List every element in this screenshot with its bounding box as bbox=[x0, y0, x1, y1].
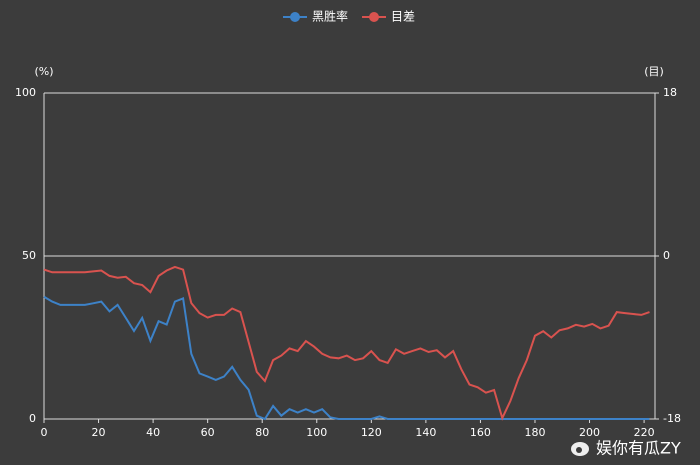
y2-axis-label: (目) bbox=[644, 65, 664, 78]
x-tick-label: 60 bbox=[201, 426, 215, 439]
x-tick-label: 160 bbox=[470, 426, 491, 439]
legend-label: 黑胜率 bbox=[312, 9, 348, 24]
y2-tick-label: 0 bbox=[663, 249, 670, 262]
x-tick-label: 140 bbox=[415, 426, 436, 439]
y-tick-label: 50 bbox=[22, 249, 36, 262]
y-tick-label: 0 bbox=[29, 412, 36, 425]
legend-label: 目差 bbox=[391, 10, 415, 24]
y2-tick-label: -18 bbox=[663, 412, 681, 425]
x-tick-label: 180 bbox=[524, 426, 545, 439]
x-tick-label: 100 bbox=[306, 426, 327, 439]
x-tick-label: 120 bbox=[361, 426, 382, 439]
legend-marker bbox=[290, 12, 300, 22]
watermark-icon bbox=[571, 442, 589, 456]
x-tick-label: 220 bbox=[634, 426, 655, 439]
y-axis-label: (%) bbox=[34, 65, 53, 78]
x-tick-label: 40 bbox=[146, 426, 160, 439]
x-tick-label: 0 bbox=[41, 426, 48, 439]
x-tick-label: 80 bbox=[255, 426, 269, 439]
y-tick-label: 100 bbox=[15, 86, 36, 99]
series-line bbox=[43, 265, 650, 421]
watermark: 娱你有瓜ZY bbox=[596, 439, 681, 458]
y2-tick-label: 18 bbox=[663, 86, 677, 99]
x-tick-label: 200 bbox=[579, 426, 600, 439]
legend-marker bbox=[369, 12, 380, 22]
x-tick-label: 20 bbox=[92, 426, 106, 439]
series-line bbox=[43, 295, 650, 421]
